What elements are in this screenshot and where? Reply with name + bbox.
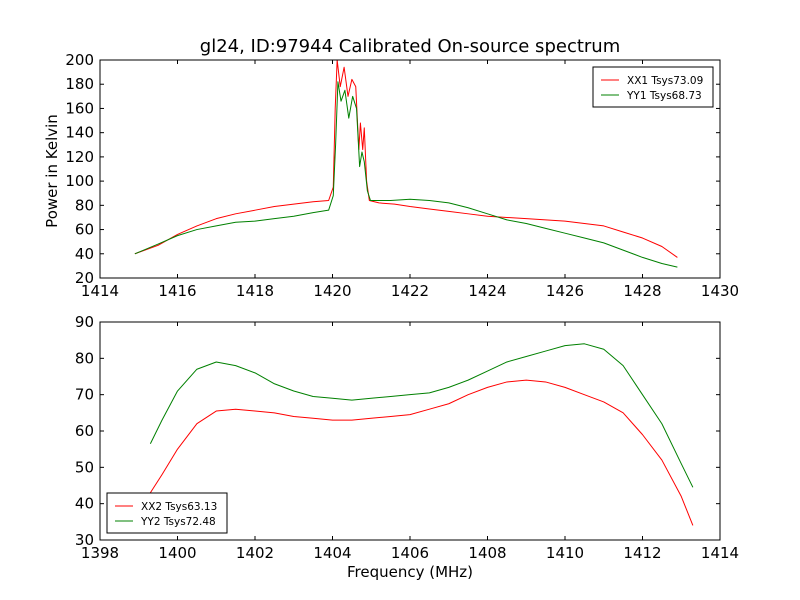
y-axis-label: Power in Kelvin <box>43 114 61 228</box>
x-tick-label: 1400 <box>158 544 196 562</box>
x-tick-label: 1418 <box>236 282 274 300</box>
y-tick-label: 60 <box>75 422 94 440</box>
y-tick-label: 100 <box>65 172 94 190</box>
x-tick-label: 1422 <box>391 282 429 300</box>
y-tick-label: 90 <box>75 313 94 331</box>
y-tick-label: 120 <box>65 148 94 166</box>
legend-label: XX1 Tsys73.09 <box>627 75 703 87</box>
y-tick-label: 30 <box>75 531 94 549</box>
legend-box <box>592 66 714 108</box>
series-line-1 <box>134 59 678 258</box>
legend-box <box>106 492 228 534</box>
x-tick-label: 1408 <box>468 544 506 562</box>
x-tick-label: 1412 <box>623 544 661 562</box>
y-tick-label: 140 <box>65 124 94 142</box>
series-line-2 <box>134 81 678 268</box>
x-tick-label: 1416 <box>158 282 196 300</box>
x-tick-label: 1426 <box>546 282 584 300</box>
y-tick-label: 80 <box>75 196 94 214</box>
legend: XX1 Tsys73.09 YY1 Tsys68.73 <box>592 66 714 108</box>
y-tick-label: 60 <box>75 221 94 239</box>
y-tick-label: 160 <box>65 99 94 117</box>
y-tick-label: 200 <box>65 51 94 69</box>
legend-label: YY2 Tsys72.48 <box>140 516 216 528</box>
y-tick-label: 40 <box>75 495 94 513</box>
y-tick-label: 20 <box>75 269 94 287</box>
series-line-1 <box>149 379 694 526</box>
x-tick-label: 1428 <box>623 282 661 300</box>
x-tick-label: 1406 <box>391 544 429 562</box>
x-tick-label: 1414 <box>701 544 739 562</box>
bottom-panel: 1398 1400 1402 1404 1406 1408 1410 1412 1414 30 40… <box>75 313 739 581</box>
y-tick-label: 180 <box>65 75 94 93</box>
x-tick-label: 1420 <box>313 282 351 300</box>
chart-title: gl24, ID:97944 Calibrated On-source spec… <box>200 36 620 57</box>
x-tick-label: 1410 <box>546 544 584 562</box>
x-tick-label: 1402 <box>236 544 274 562</box>
y-tick-label: 50 <box>75 458 94 476</box>
x-tick-label: 1430 <box>701 282 739 300</box>
y-tick-label: 80 <box>75 349 94 367</box>
x-tick-label: 1398 <box>81 544 119 562</box>
x-tick-label: 1424 <box>468 282 506 300</box>
legend-label: YY1 Tsys68.73 <box>626 90 702 102</box>
x-tick-label: 1404 <box>313 544 351 562</box>
x-tick-label: 1414 <box>81 282 119 300</box>
legend-label: XX2 Tsys63.13 <box>141 501 217 513</box>
series-line-2 <box>149 343 694 488</box>
legend: XX2 Tsys63.13 YY2 Tsys72.48 <box>106 492 228 534</box>
top-panel: 1414 1416 1418 1420 1422 1424 1426 1428 1430 20 40… <box>43 36 739 300</box>
y-tick-label: 70 <box>75 386 94 404</box>
y-tick-label: 40 <box>75 245 94 263</box>
x-axis-label: Frequency (MHz) <box>347 563 473 581</box>
